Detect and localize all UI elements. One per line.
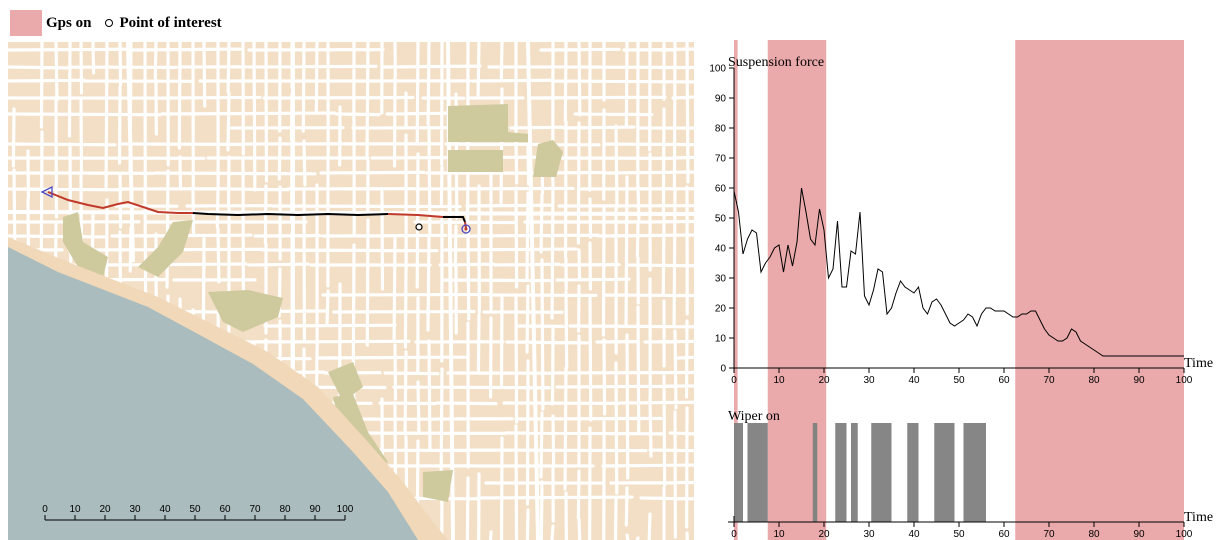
x-tick-label: 80 xyxy=(1088,375,1100,386)
suspension-force-chart: Suspension force 0102030405060708090100 … xyxy=(709,55,1213,386)
scale-bar-label: 30 xyxy=(129,504,141,515)
legend: Gps on Point of interest xyxy=(10,10,222,36)
x-tick-label: 90 xyxy=(1133,375,1145,386)
wiper-on-bar xyxy=(871,423,892,522)
gps-on-band xyxy=(767,40,827,540)
track-start-icon xyxy=(461,224,471,234)
scale-bar-label: 80 xyxy=(279,504,291,515)
x-tick-label: 50 xyxy=(953,529,965,540)
y-tick-label: 90 xyxy=(715,94,727,105)
park xyxy=(448,150,503,172)
park xyxy=(533,140,563,177)
wiper-on-bar xyxy=(835,423,847,522)
gps-on-bands xyxy=(734,40,1184,540)
suspension-x-ticks: 0 10 20 30 40 50 60 70 80 90 100 xyxy=(731,368,1193,386)
x-tick-label: 30 xyxy=(863,375,875,386)
y-tick-label: 50 xyxy=(715,214,727,225)
scale-bar-label: 100 xyxy=(337,504,354,515)
scale-bar-label: 40 xyxy=(159,504,171,515)
park xyxy=(328,362,363,402)
wiper-bars xyxy=(734,423,986,522)
track-segment-on xyxy=(47,191,193,214)
charts: Suspension force 0102030405060708090100 … xyxy=(709,40,1213,540)
park xyxy=(448,104,528,142)
scale-bar-label: 10 xyxy=(69,504,81,515)
point-of-interest-marker[interactable] xyxy=(415,223,423,231)
suspension-title: Suspension force xyxy=(728,55,824,70)
scale-bar-label: 20 xyxy=(99,504,111,515)
wiper-on-bar xyxy=(934,423,955,522)
x-tick-label: 10 xyxy=(773,375,785,386)
x-tick-label: 20 xyxy=(818,375,830,386)
scale-bar-label: 60 xyxy=(219,504,231,515)
scale-bar-label: 70 xyxy=(249,504,261,515)
y-tick-label: 40 xyxy=(715,244,727,255)
x-tick-label: 0 xyxy=(731,529,737,540)
x-tick-label: 70 xyxy=(1043,529,1055,540)
point-of-interest-icon xyxy=(105,19,114,27)
gps-on-band xyxy=(734,40,738,540)
wiper-on-bar xyxy=(963,423,986,522)
scale-bar: 0 10 20 30 40 50 60 70 80 90 100 xyxy=(42,504,354,521)
x-tick-label: 40 xyxy=(908,375,920,386)
x-tick-label: 80 xyxy=(1088,529,1100,540)
wiper-chart: Wiper on 0 10 20 30 40 50 60 70 80 90 100 Time xyxy=(728,409,1213,540)
scale-bar-label: 0 xyxy=(42,504,48,515)
track-segment-on xyxy=(387,213,444,218)
parks xyxy=(63,104,563,502)
track-segment-off xyxy=(443,216,466,223)
y-tick-label: 0 xyxy=(720,364,726,375)
x-tick-label: 100 xyxy=(1176,529,1193,540)
park xyxy=(208,290,283,332)
track-segment-off xyxy=(192,212,389,217)
x-tick-label: 90 xyxy=(1133,529,1145,540)
x-tick-label: 100 xyxy=(1176,375,1193,386)
park xyxy=(63,212,108,277)
wiper-x-title: Time xyxy=(1184,510,1213,525)
gps-track xyxy=(47,191,467,229)
x-tick-label: 20 xyxy=(818,529,830,540)
wiper-on-bar xyxy=(851,423,858,522)
x-tick-label: 40 xyxy=(908,529,920,540)
x-tick-label: 50 xyxy=(953,375,965,386)
track-start-dot xyxy=(464,227,468,231)
water xyxy=(8,247,418,540)
track-end-arrow-icon xyxy=(40,185,53,199)
main-avenues xyxy=(8,42,694,540)
y-tick-label: 10 xyxy=(715,334,727,345)
wiper-on-bar xyxy=(747,423,768,522)
gps-on-band xyxy=(1015,40,1184,540)
y-tick-label: 20 xyxy=(715,304,727,315)
y-tick-label: 100 xyxy=(709,64,726,75)
wiper-on-bar xyxy=(907,423,919,522)
map[interactable]: 0 10 20 30 40 50 60 70 80 90 100 xyxy=(8,42,694,540)
suspension-x-title: Time xyxy=(1184,356,1213,371)
suspension-line xyxy=(733,187,1184,357)
y-tick-label: 80 xyxy=(715,124,727,135)
suspension-y-ticks: 0 10 20 30 40 50 60 70 80 90 100 xyxy=(709,64,734,375)
x-tick-label: 70 xyxy=(1043,375,1055,386)
x-tick-label: 10 xyxy=(773,529,785,540)
scale-bar-label: 50 xyxy=(189,504,201,515)
scale-bar-label: 90 xyxy=(309,504,321,515)
x-tick-label: 60 xyxy=(998,375,1010,386)
park xyxy=(423,470,453,502)
y-tick-label: 70 xyxy=(715,154,727,165)
wiper-on-bar xyxy=(734,423,743,522)
wiper-title: Wiper on xyxy=(728,409,780,424)
gps-on-label: Gps on xyxy=(46,14,92,31)
x-tick-label: 60 xyxy=(998,529,1010,540)
park xyxy=(138,220,193,277)
gps-on-swatch xyxy=(10,10,42,36)
y-tick-label: 30 xyxy=(715,274,727,285)
x-tick-label: 30 xyxy=(863,529,875,540)
point-of-interest-label: Point of interest xyxy=(119,14,222,31)
wiper-x-ticks: 0 10 20 30 40 50 60 70 80 90 100 xyxy=(731,522,1193,540)
wiper-on-bar xyxy=(812,423,818,522)
x-tick-label: 0 xyxy=(731,375,737,386)
y-tick-label: 60 xyxy=(715,184,727,195)
